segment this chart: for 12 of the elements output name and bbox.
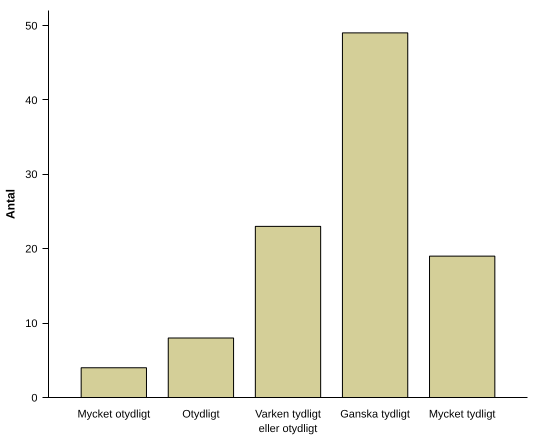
x-tick-label: Varken tydligt eller otydligt xyxy=(255,408,321,435)
x-tick-label: Mycket tydligt xyxy=(428,408,496,420)
x-tick-label: Otydligt xyxy=(182,408,220,420)
y-tick-label: 0 xyxy=(31,392,38,404)
y-tick-label: 50 xyxy=(25,20,38,32)
x-tick-label: Ganska tydligt xyxy=(340,408,410,420)
y-tick-label: 10 xyxy=(25,318,38,330)
x-tick-label: Mycket otydligt xyxy=(77,408,150,420)
y-tick-label: 40 xyxy=(25,94,38,107)
y-tick-label: 20 xyxy=(25,244,38,256)
y-axis-title: Antal xyxy=(3,189,18,219)
y-tick-label: 30 xyxy=(25,169,38,182)
